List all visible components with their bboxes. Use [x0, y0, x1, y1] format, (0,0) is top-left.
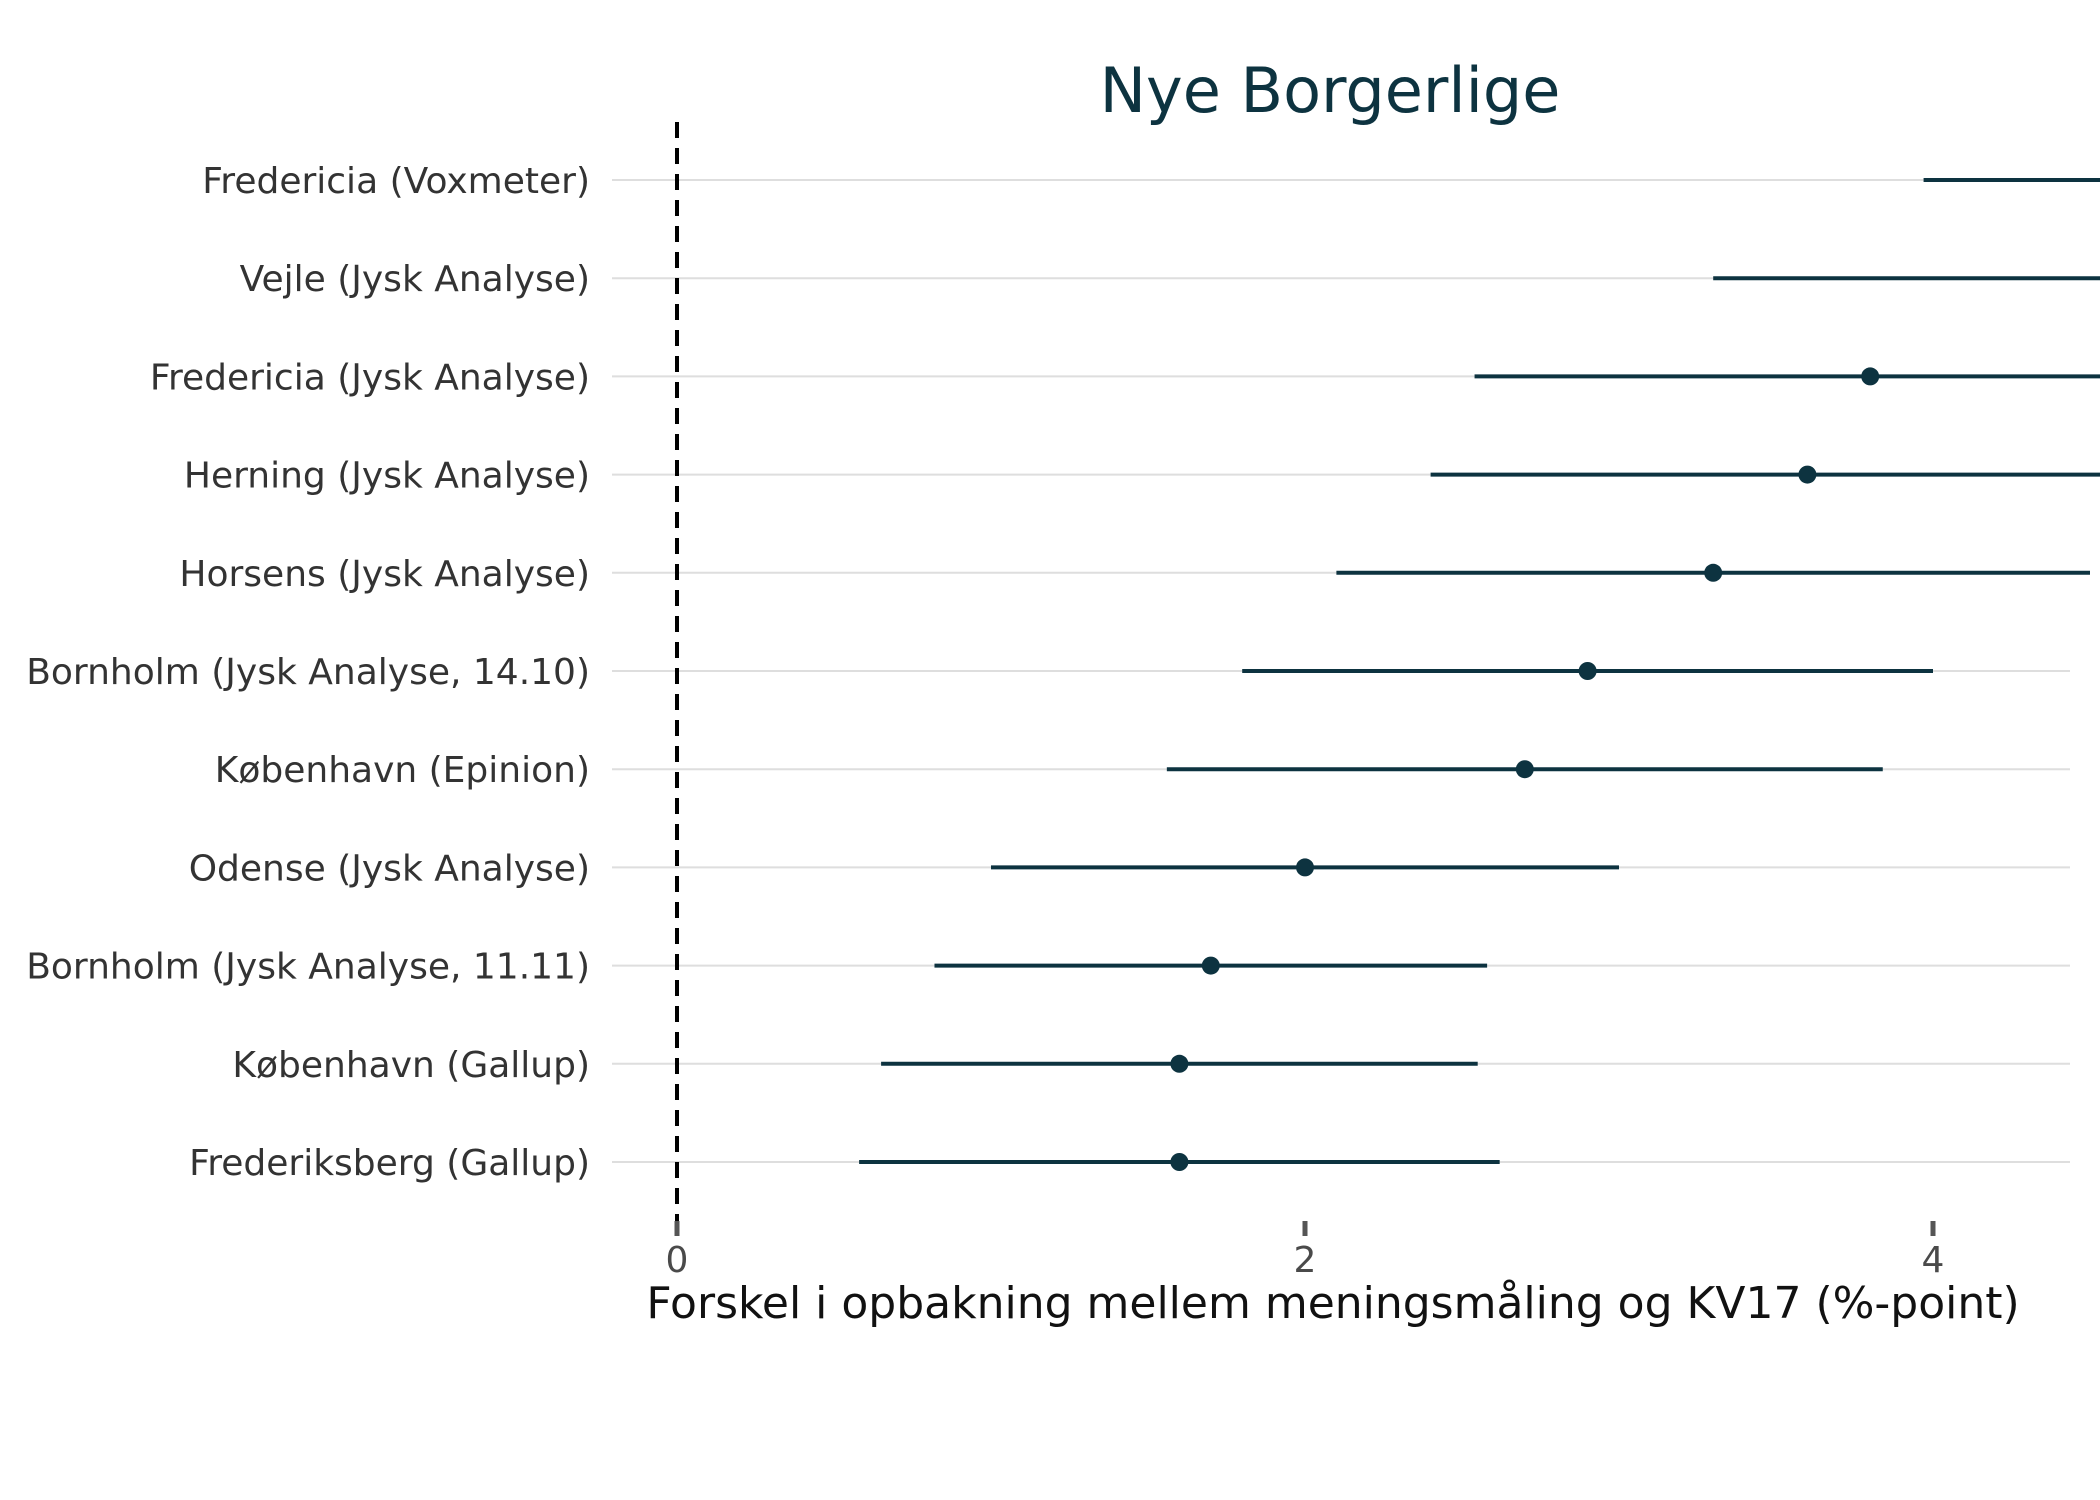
estimate-point	[1201, 956, 1220, 975]
estimate-point	[1296, 858, 1314, 877]
category-labels: Fredericia (Voxmeter) Vejle (Jysk Analyse…	[26, 161, 590, 1184]
x-tick-label: 4	[1922, 1240, 1945, 1281]
category-label: Fredericia (Jysk Analyse)	[150, 357, 590, 398]
estimate-points	[1170, 367, 1880, 1171]
estimate-point	[1798, 465, 1817, 484]
category-label: Odense (Jysk Analyse)	[189, 848, 590, 889]
estimate-point	[1704, 563, 1723, 582]
category-label: Vejle (Jysk Analyse)	[240, 259, 590, 300]
estimate-point	[1861, 367, 1880, 386]
category-label: Fredericia (Voxmeter)	[202, 161, 590, 202]
x-axis-label: Forskel i opbakning mellem meningsmåling…	[646, 1278, 2019, 1329]
category-label: Horsens (Jysk Analyse)	[179, 554, 590, 595]
chart-title: Nye Borgerlige	[1100, 54, 1561, 127]
category-label: Bornholm (Jysk Analyse, 11.11)	[26, 947, 590, 988]
estimate-point	[1170, 1054, 1189, 1073]
x-axis-ticks: 02468	[666, 1221, 1945, 1281]
category-label: Bornholm (Jysk Analyse, 14.10)	[26, 652, 590, 693]
estimate-point	[1578, 662, 1597, 680]
category-label: Frederiksberg (Gallup)	[189, 1143, 590, 1184]
estimate-point	[1515, 760, 1534, 779]
category-label: København (Epinion)	[215, 750, 590, 791]
estimate-point	[1170, 1153, 1189, 1171]
category-label: Herning (Jysk Analyse)	[184, 456, 590, 497]
x-tick-label: 0	[666, 1240, 689, 1281]
category-label: København (Gallup)	[232, 1045, 590, 1086]
x-tick-label: 2	[1294, 1240, 1317, 1281]
